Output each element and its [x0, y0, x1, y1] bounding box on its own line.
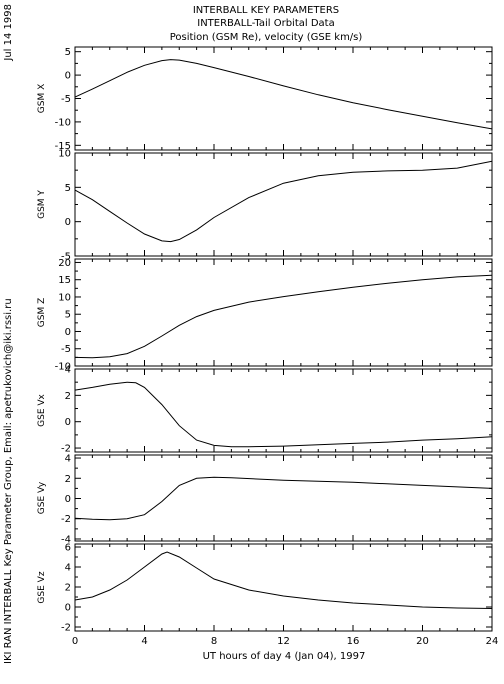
y-tick-label: 4 — [65, 365, 71, 376]
panel-frame — [74, 152, 493, 257]
y-tick-label: -2 — [61, 623, 71, 634]
x-tick-label: 12 — [277, 636, 290, 647]
y-tick-label: 5 — [65, 310, 71, 321]
y-tick-label: -5 — [61, 252, 71, 263]
y-axis-label: GSM Z — [37, 298, 47, 327]
y-tick-label: 2 — [65, 391, 71, 402]
date-label: Jul 14 1998 — [3, 4, 14, 62]
y-tick-label: 0 — [65, 417, 71, 428]
series-line — [74, 274, 493, 359]
y-tick-label: 5 — [65, 183, 71, 194]
series-line — [74, 160, 493, 243]
y-tick-label: 6 — [65, 543, 71, 554]
x-tick-label: 16 — [347, 636, 360, 647]
x-tick-label: 4 — [141, 636, 147, 647]
panel-frame — [74, 454, 493, 542]
y-tick-label: 20 — [58, 258, 71, 269]
y-axis-label: GSE Vz — [37, 571, 47, 603]
y-tick-label: -2 — [61, 444, 71, 455]
series-line — [74, 59, 493, 130]
y-tick-label: 2 — [65, 583, 71, 594]
y-tick-label: 4 — [65, 454, 71, 465]
chart-title-line-2: INTERBALL-Tail Orbital Data — [197, 18, 334, 29]
y-tick-label: -2 — [61, 514, 71, 525]
y-axis-label: GSE Vx — [37, 393, 47, 426]
series-line — [74, 476, 493, 521]
chart-title-line-1: INTERBALL KEY PARAMETERS — [193, 5, 339, 16]
y-tick-label: 10 — [58, 292, 71, 303]
y-tick-label: 2 — [65, 474, 71, 485]
x-tick-label: 20 — [416, 636, 429, 647]
y-tick-label: 0 — [65, 494, 71, 505]
series-line — [74, 381, 493, 448]
y-axis-label: GSE Vy — [37, 481, 47, 514]
panel-frame — [74, 46, 493, 151]
chart-title-line-3: Position (GSM Re), velocity (GSE km/s) — [170, 32, 363, 43]
panel-frame — [74, 258, 493, 367]
y-tick-label: -5 — [61, 94, 71, 105]
y-tick-label: 0 — [65, 603, 71, 614]
y-tick-label: -5 — [61, 344, 71, 355]
y-tick-label: 4 — [65, 563, 71, 574]
y-tick-label: 0 — [65, 217, 71, 228]
x-tick-label: 0 — [72, 636, 78, 647]
y-tick-label: -15 — [55, 141, 71, 152]
y-tick-label: -10 — [55, 117, 71, 128]
x-tick-label: 24 — [486, 636, 499, 647]
side-credit: IKI RAN INTERBALL Key Parameter Group, E… — [3, 298, 14, 664]
y-tick-label: 0 — [65, 327, 71, 338]
y-axis-label: GSM Y — [37, 190, 47, 219]
y-tick-label: 5 — [65, 47, 71, 58]
x-axis-label: UT hours of day 4 (Jan 04), 1997 — [203, 651, 366, 662]
y-axis-label: GSM X — [37, 84, 47, 113]
y-tick-label: 0 — [65, 71, 71, 82]
y-tick-label: -10 — [55, 362, 71, 373]
y-tick-label: -4 — [61, 534, 71, 545]
y-tick-label: 10 — [58, 149, 71, 160]
y-tick-label: 15 — [58, 275, 71, 286]
x-tick-label: 8 — [211, 636, 217, 647]
panel-frame — [74, 543, 493, 632]
series-line — [74, 551, 493, 609]
